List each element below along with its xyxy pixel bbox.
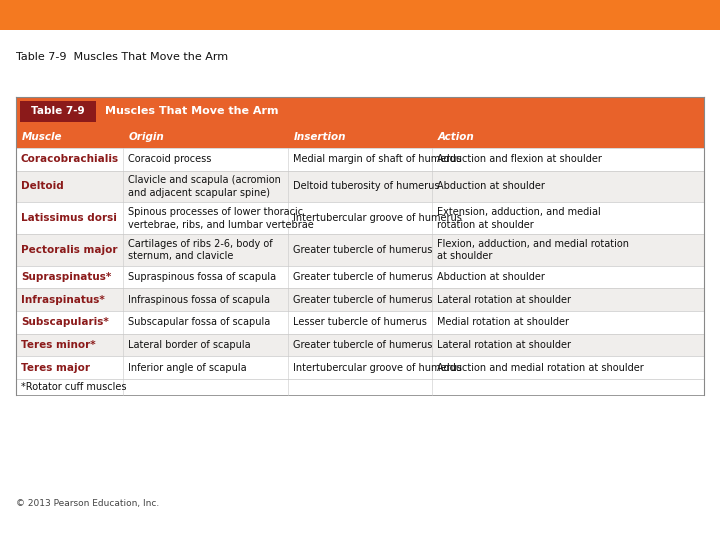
Text: Coracoid process: Coracoid process [127, 154, 211, 164]
Text: and adjacent scapular spine): and adjacent scapular spine) [127, 187, 269, 198]
Text: Action: Action [438, 132, 474, 141]
Text: Teres minor*: Teres minor* [21, 340, 96, 350]
Text: *Rotator cuff muscles: *Rotator cuff muscles [21, 382, 127, 392]
Text: Lesser tubercle of humerus: Lesser tubercle of humerus [293, 318, 427, 327]
Bar [16, 97, 704, 125]
Text: Insertion: Insertion [294, 132, 346, 141]
Bar [16, 202, 704, 234]
Text: Supraspinatus*: Supraspinatus* [21, 272, 111, 282]
Text: Flexion, adduction, and medial rotation: Flexion, adduction, and medial rotation [437, 239, 629, 249]
Text: Latissimus dorsi: Latissimus dorsi [21, 213, 117, 223]
Text: Greater tubercle of humerus: Greater tubercle of humerus [293, 272, 432, 282]
Text: Greater tubercle of humerus: Greater tubercle of humerus [293, 245, 432, 255]
Text: sternum, and clavicle: sternum, and clavicle [127, 251, 233, 261]
Text: Infraspinous fossa of scapula: Infraspinous fossa of scapula [127, 295, 269, 305]
Bar [0, 0, 720, 30]
Text: Medial rotation at shoulder: Medial rotation at shoulder [437, 318, 570, 327]
Text: Extension, adduction, and medial: Extension, adduction, and medial [437, 207, 601, 217]
Text: Medial margin of shaft of humerus: Medial margin of shaft of humerus [293, 154, 462, 164]
Text: Inferior angle of scapula: Inferior angle of scapula [127, 363, 246, 373]
Text: Greater tubercle of humerus: Greater tubercle of humerus [293, 340, 432, 350]
Text: Abduction at shoulder: Abduction at shoulder [437, 181, 545, 191]
Text: Table 7-9: Table 7-9 [31, 106, 85, 116]
Bar [16, 148, 704, 171]
Bar [16, 125, 704, 148]
Text: Supraspinous fossa of scapula: Supraspinous fossa of scapula [127, 272, 276, 282]
Text: Abduction at shoulder: Abduction at shoulder [437, 272, 545, 282]
Bar [16, 356, 704, 379]
Bar [16, 379, 704, 395]
Text: © 2013 Pearson Education, Inc.: © 2013 Pearson Education, Inc. [16, 499, 159, 508]
Text: at shoulder: at shoulder [437, 251, 492, 261]
Text: vertebrae, ribs, and lumbar vertebrae: vertebrae, ribs, and lumbar vertebrae [127, 220, 313, 229]
Text: Subscapular fossa of scapula: Subscapular fossa of scapula [127, 318, 270, 327]
Bar [16, 171, 704, 202]
Text: Deltoid: Deltoid [21, 181, 63, 191]
Text: Intertubercular groove of humerus: Intertubercular groove of humerus [293, 363, 462, 373]
Text: Intertubercular groove of humerus: Intertubercular groove of humerus [293, 213, 462, 223]
Bar [16, 288, 704, 311]
Text: Adduction and flexion at shoulder: Adduction and flexion at shoulder [437, 154, 602, 164]
Text: Lateral rotation at shoulder: Lateral rotation at shoulder [437, 295, 571, 305]
Bar [20, 101, 96, 122]
Text: Lateral border of scapula: Lateral border of scapula [127, 340, 250, 350]
Text: Muscle: Muscle [22, 132, 62, 141]
Text: Muscles That Move the Arm: Muscles That Move the Arm [104, 106, 278, 116]
Text: Pectoralis major: Pectoralis major [21, 245, 117, 255]
Text: Coracobrachialis: Coracobrachialis [21, 154, 119, 164]
Text: Lateral rotation at shoulder: Lateral rotation at shoulder [437, 340, 571, 350]
Bar [16, 334, 704, 356]
Text: rotation at shoulder: rotation at shoulder [437, 220, 534, 229]
Bar [16, 234, 704, 266]
Bar [16, 311, 704, 334]
Text: Deltoid tuberosity of humerus: Deltoid tuberosity of humerus [293, 181, 439, 191]
Text: Spinous processes of lower thoracic: Spinous processes of lower thoracic [127, 207, 302, 217]
Bar [16, 266, 704, 288]
Text: Greater tubercle of humerus: Greater tubercle of humerus [293, 295, 432, 305]
Text: Table 7-9  Muscles That Move the Arm: Table 7-9 Muscles That Move the Arm [16, 52, 228, 62]
Text: Teres major: Teres major [21, 363, 90, 373]
Text: Subscapularis*: Subscapularis* [21, 318, 109, 327]
Text: Clavicle and scapula (acromion: Clavicle and scapula (acromion [127, 175, 281, 185]
Text: Adduction and medial rotation at shoulder: Adduction and medial rotation at shoulde… [437, 363, 644, 373]
Text: Infraspinatus*: Infraspinatus* [21, 295, 104, 305]
Text: Cartilages of ribs 2-6, body of: Cartilages of ribs 2-6, body of [127, 239, 272, 249]
Text: Origin: Origin [128, 132, 164, 141]
